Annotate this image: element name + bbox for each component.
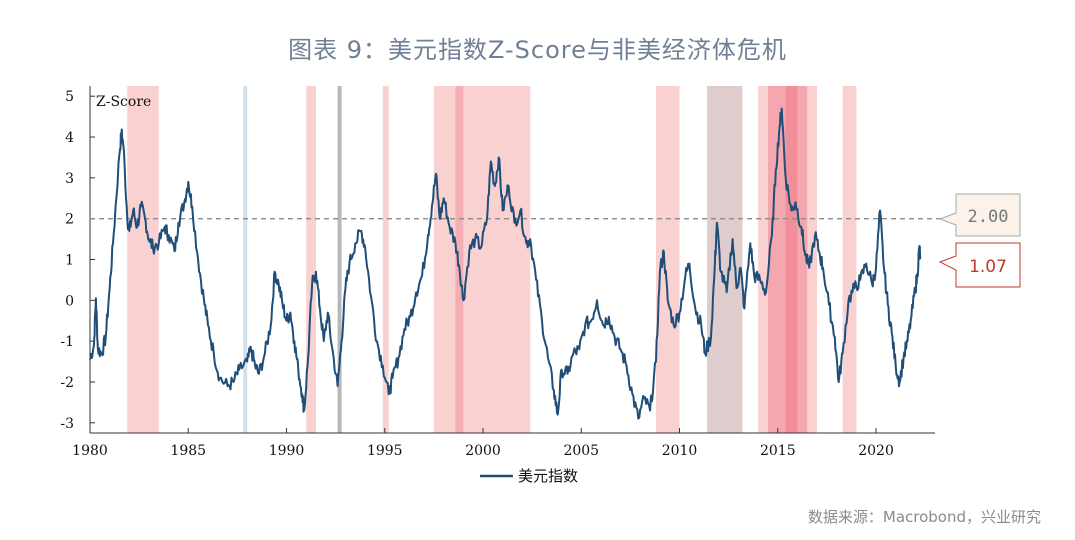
shaded-period-5 (433, 86, 531, 433)
shaded-periods (127, 86, 857, 433)
y-tick-label: 4 (65, 130, 74, 146)
chart-title: 图表 9：美元指数Z-Score与非美经济体危机 (288, 36, 787, 64)
axis-ticks: 5 4 3 2 1 0 -1 -2 -3 1980 1985 1990 1995 2000 2005 2010… (60, 89, 894, 459)
y-tick-label: 2 (65, 212, 74, 228)
shaded-period-1 (243, 86, 248, 433)
x-tick-label: 1985 (170, 443, 206, 459)
shaded-period-3 (337, 86, 342, 433)
shaded-period-7 (655, 86, 680, 433)
series-line-dollar-index (89, 107, 922, 420)
x-tick-label: 2010 (662, 443, 698, 459)
y-axis-label: Z-Score (96, 94, 151, 110)
shaded-period-8 (707, 86, 743, 433)
y-tick-label: 1 (65, 253, 74, 269)
shaded-period-2 (306, 86, 316, 433)
shaded-period-6 (455, 86, 464, 433)
x-tick-label: 1990 (269, 443, 305, 459)
shaded-period-0 (127, 86, 159, 433)
reference-callout: 2.00 (938, 193, 1021, 237)
x-tick-label: 2020 (858, 443, 894, 459)
x-tick-label: 1980 (72, 443, 108, 459)
x-tick-label: 1995 (367, 443, 403, 459)
last-value-callout: 1.07 (938, 242, 1021, 288)
y-tick-label: -2 (60, 375, 74, 391)
x-tick-label: 2005 (563, 443, 599, 459)
reference-callout-label: 2.00 (968, 207, 1009, 227)
legend-label: 美元指数 (518, 467, 578, 485)
y-tick-label: -1 (60, 334, 74, 350)
y-tick-label: 3 (65, 171, 74, 187)
shaded-period-12 (842, 86, 857, 433)
legend: 美元指数 (480, 467, 578, 485)
y-tick-label: 5 (65, 89, 74, 105)
y-tick-label: 0 (65, 293, 74, 309)
x-tick-label: 2000 (465, 443, 501, 459)
last-value-callout-label: 1.07 (969, 257, 1007, 277)
shaded-period-11 (785, 86, 798, 433)
x-tick-label: 2015 (760, 443, 796, 459)
shaded-period-4 (382, 86, 389, 433)
y-tick-label: -3 (60, 416, 74, 432)
source-note: 数据来源：Macrobond，兴业研究 (807, 508, 1041, 526)
